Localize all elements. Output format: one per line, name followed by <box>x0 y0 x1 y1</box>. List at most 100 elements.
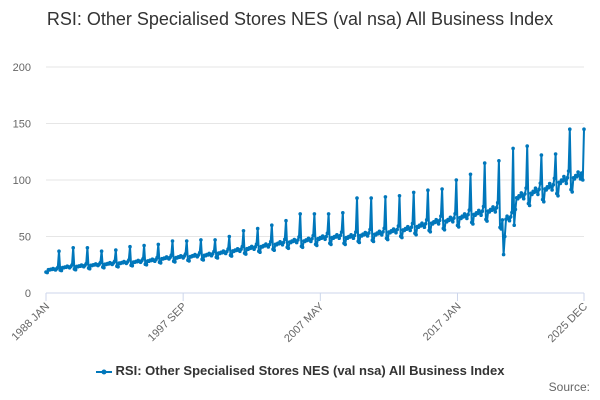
data-point[interactable] <box>576 170 580 174</box>
data-point[interactable] <box>300 245 305 250</box>
data-point[interactable] <box>73 267 78 272</box>
data-point[interactable] <box>500 218 505 222</box>
data-point[interactable] <box>549 185 553 189</box>
data-point[interactable] <box>199 238 203 242</box>
data-point[interactable] <box>397 194 402 198</box>
data-point[interactable] <box>369 196 374 200</box>
data-point[interactable] <box>550 188 554 192</box>
data-point[interactable] <box>296 238 300 242</box>
data-point[interactable] <box>485 219 489 223</box>
data-point[interactable] <box>56 265 60 270</box>
data-point[interactable] <box>197 250 202 255</box>
data-point[interactable] <box>173 260 177 264</box>
data-point[interactable] <box>158 261 163 265</box>
data-point[interactable] <box>510 210 514 215</box>
data-point[interactable] <box>423 222 428 226</box>
data-point[interactable] <box>255 226 260 231</box>
data-point[interactable] <box>326 212 331 216</box>
data-point[interactable] <box>481 204 486 209</box>
data-point[interactable] <box>315 243 319 248</box>
data-point[interactable] <box>395 227 400 232</box>
data-point[interactable] <box>426 188 430 192</box>
data-point[interactable] <box>442 228 447 232</box>
data-point[interactable] <box>511 146 515 151</box>
data-point[interactable] <box>414 232 418 237</box>
data-point[interactable] <box>547 181 552 186</box>
data-point[interactable] <box>501 252 506 257</box>
data-point[interactable] <box>114 248 118 252</box>
data-point[interactable] <box>329 242 333 247</box>
data-point[interactable] <box>85 246 90 250</box>
data-point[interactable] <box>552 176 557 181</box>
data-point[interactable] <box>141 257 145 261</box>
data-point[interactable] <box>493 210 498 214</box>
data-point[interactable] <box>215 256 220 260</box>
legend[interactable]: RSI: Other Specialised Stores NES (val n… <box>0 363 600 378</box>
data-point[interactable] <box>536 192 540 197</box>
data-point[interactable] <box>508 215 513 219</box>
data-point[interactable] <box>556 194 560 198</box>
data-point[interactable] <box>128 244 132 249</box>
data-point[interactable] <box>408 228 413 233</box>
data-point[interactable] <box>272 248 277 252</box>
data-point[interactable] <box>497 159 501 163</box>
data-point[interactable] <box>471 222 475 226</box>
data-point[interactable] <box>240 244 245 249</box>
data-point[interactable] <box>565 175 570 180</box>
data-point[interactable] <box>298 212 303 216</box>
data-point[interactable] <box>579 171 584 175</box>
data-point[interactable] <box>170 239 175 243</box>
data-point[interactable] <box>169 253 174 257</box>
data-point[interactable] <box>468 172 473 177</box>
data-point[interactable] <box>102 265 106 270</box>
data-point[interactable] <box>422 225 427 229</box>
data-point[interactable] <box>558 181 563 186</box>
data-point[interactable] <box>142 243 146 248</box>
data-point[interactable] <box>144 263 149 267</box>
data-point[interactable] <box>467 208 472 212</box>
data-point[interactable] <box>258 250 262 254</box>
data-point[interactable] <box>436 222 441 226</box>
data-point[interactable] <box>127 258 131 262</box>
data-point[interactable] <box>337 236 342 240</box>
data-point[interactable] <box>439 214 443 218</box>
data-point[interactable] <box>428 230 433 234</box>
data-point[interactable] <box>87 266 92 271</box>
data-point[interactable] <box>520 194 525 198</box>
source-label[interactable]: Source: <box>548 380 590 394</box>
data-point[interactable] <box>383 195 388 199</box>
data-point[interactable] <box>512 223 516 227</box>
data-point[interactable] <box>570 190 574 194</box>
data-point[interactable] <box>523 192 527 196</box>
data-point[interactable] <box>343 242 348 247</box>
data-point[interactable] <box>539 153 544 157</box>
data-point[interactable] <box>568 127 572 131</box>
data-point[interactable] <box>59 268 64 273</box>
data-point[interactable] <box>382 226 387 231</box>
data-point[interactable] <box>499 227 504 231</box>
data-point[interactable] <box>564 181 569 186</box>
data-point[interactable] <box>572 177 577 181</box>
data-point[interactable] <box>70 263 74 267</box>
data-point[interactable] <box>338 233 343 238</box>
data-point[interactable] <box>385 237 390 242</box>
data-point[interactable] <box>212 249 216 254</box>
data-point[interactable] <box>454 178 459 182</box>
data-point[interactable] <box>112 259 117 264</box>
data-point[interactable] <box>521 196 526 201</box>
data-point[interactable] <box>341 211 345 215</box>
data-point[interactable] <box>394 230 398 235</box>
data-point[interactable] <box>577 173 582 178</box>
data-point[interactable] <box>453 211 457 216</box>
data-point[interactable] <box>582 127 586 131</box>
data-point[interactable] <box>365 234 370 238</box>
data-point[interactable] <box>323 237 327 242</box>
data-point[interactable] <box>538 181 543 185</box>
data-point[interactable] <box>183 252 188 256</box>
data-point[interactable] <box>527 203 532 208</box>
data-point[interactable] <box>229 254 234 258</box>
data-point[interactable] <box>311 233 316 238</box>
data-point[interactable] <box>312 212 317 216</box>
data-point[interactable] <box>352 233 357 238</box>
data-point[interactable] <box>451 220 455 224</box>
